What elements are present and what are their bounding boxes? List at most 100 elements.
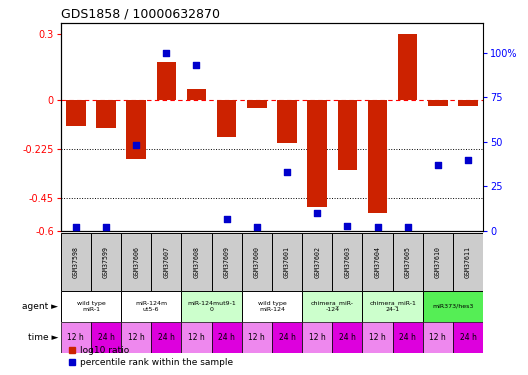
Bar <box>156 62 176 99</box>
Text: 12 h: 12 h <box>128 333 145 342</box>
Bar <box>91 322 121 352</box>
Bar <box>302 233 332 291</box>
Text: 12 h: 12 h <box>429 333 446 342</box>
Bar <box>362 322 393 352</box>
Bar <box>272 322 302 352</box>
Bar <box>247 99 267 108</box>
Text: GSM37600: GSM37600 <box>254 246 260 278</box>
Text: wild type
miR-124: wild type miR-124 <box>258 301 286 312</box>
Text: 24 h: 24 h <box>218 333 235 342</box>
Point <box>343 223 352 229</box>
Bar <box>307 99 327 207</box>
Text: GSM37603: GSM37603 <box>344 246 351 278</box>
Bar <box>187 88 206 99</box>
Bar <box>302 322 332 352</box>
Bar <box>151 322 182 352</box>
Bar <box>121 233 151 291</box>
Text: miR-124mut9-1
0: miR-124mut9-1 0 <box>187 301 236 312</box>
Bar <box>182 291 242 322</box>
Text: 24 h: 24 h <box>279 333 296 342</box>
Bar <box>66 99 86 126</box>
Text: 12 h: 12 h <box>309 333 326 342</box>
Bar <box>428 99 448 106</box>
Bar <box>91 233 121 291</box>
Text: 24 h: 24 h <box>158 333 175 342</box>
Point <box>192 62 201 68</box>
Point <box>162 50 171 55</box>
Text: GSM37611: GSM37611 <box>465 246 471 278</box>
Bar <box>126 99 146 159</box>
Bar <box>182 322 212 352</box>
Legend: log10 ratio, percentile rank within the sample: log10 ratio, percentile rank within the … <box>65 342 237 370</box>
Text: 24 h: 24 h <box>399 333 416 342</box>
Text: 24 h: 24 h <box>98 333 115 342</box>
Text: GSM37610: GSM37610 <box>435 246 441 278</box>
Bar <box>272 233 302 291</box>
Bar <box>212 233 242 291</box>
Bar <box>61 322 91 352</box>
Text: 12 h: 12 h <box>249 333 265 342</box>
Point <box>102 224 110 230</box>
Point <box>464 157 472 163</box>
Text: miR373/hes3: miR373/hes3 <box>432 304 474 309</box>
Bar <box>393 322 423 352</box>
Bar <box>121 291 182 322</box>
Text: GSM37606: GSM37606 <box>133 246 139 278</box>
Text: time ►: time ► <box>27 333 58 342</box>
Point <box>252 224 261 230</box>
Text: GSM37609: GSM37609 <box>224 246 230 278</box>
Bar <box>121 322 151 352</box>
Bar <box>277 99 297 143</box>
Bar <box>362 291 423 322</box>
Point <box>72 224 80 230</box>
Bar <box>398 34 418 99</box>
Text: GSM37604: GSM37604 <box>374 246 381 278</box>
Point <box>313 210 322 216</box>
Point <box>373 224 382 230</box>
Bar <box>337 99 357 170</box>
Text: wild type
miR-1: wild type miR-1 <box>77 301 105 312</box>
Point <box>433 162 442 168</box>
Bar <box>453 233 483 291</box>
Text: GSM37601: GSM37601 <box>284 246 290 278</box>
Bar <box>423 322 453 352</box>
Bar <box>61 291 121 322</box>
Bar <box>242 233 272 291</box>
Point <box>222 216 231 222</box>
Bar <box>217 99 237 137</box>
Text: 24 h: 24 h <box>459 333 476 342</box>
Point <box>132 142 140 148</box>
Bar <box>242 291 302 322</box>
Text: GSM37607: GSM37607 <box>163 246 169 278</box>
Bar <box>393 233 423 291</box>
Text: GSM37605: GSM37605 <box>404 246 411 278</box>
Text: GSM37598: GSM37598 <box>73 246 79 278</box>
Bar <box>423 291 483 322</box>
Text: 12 h: 12 h <box>68 333 84 342</box>
Point <box>403 224 412 230</box>
Text: agent ►: agent ► <box>22 302 58 311</box>
Text: GDS1858 / 10000632870: GDS1858 / 10000632870 <box>61 8 220 20</box>
Bar <box>423 233 453 291</box>
Bar <box>458 99 478 106</box>
Bar <box>332 233 362 291</box>
Bar <box>367 99 388 213</box>
Point <box>283 169 291 175</box>
Text: 12 h: 12 h <box>188 333 205 342</box>
Bar <box>182 233 212 291</box>
Text: 12 h: 12 h <box>369 333 386 342</box>
Text: GSM37599: GSM37599 <box>103 246 109 278</box>
Bar <box>242 322 272 352</box>
Bar <box>212 322 242 352</box>
Text: 24 h: 24 h <box>339 333 356 342</box>
Text: miR-124m
ut5-6: miR-124m ut5-6 <box>135 301 167 312</box>
Text: chimera_miR-1
24-1: chimera_miR-1 24-1 <box>369 300 416 312</box>
Bar <box>61 233 91 291</box>
Text: GSM37608: GSM37608 <box>193 246 200 278</box>
Bar <box>96 99 116 128</box>
Text: chimera_miR-
-124: chimera_miR- -124 <box>311 300 354 312</box>
Bar <box>362 233 393 291</box>
Bar <box>302 291 362 322</box>
Bar <box>453 322 483 352</box>
Bar <box>332 322 362 352</box>
